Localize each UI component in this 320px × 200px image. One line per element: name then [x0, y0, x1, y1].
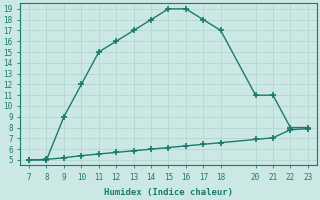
X-axis label: Humidex (Indice chaleur): Humidex (Indice chaleur)	[104, 188, 233, 197]
